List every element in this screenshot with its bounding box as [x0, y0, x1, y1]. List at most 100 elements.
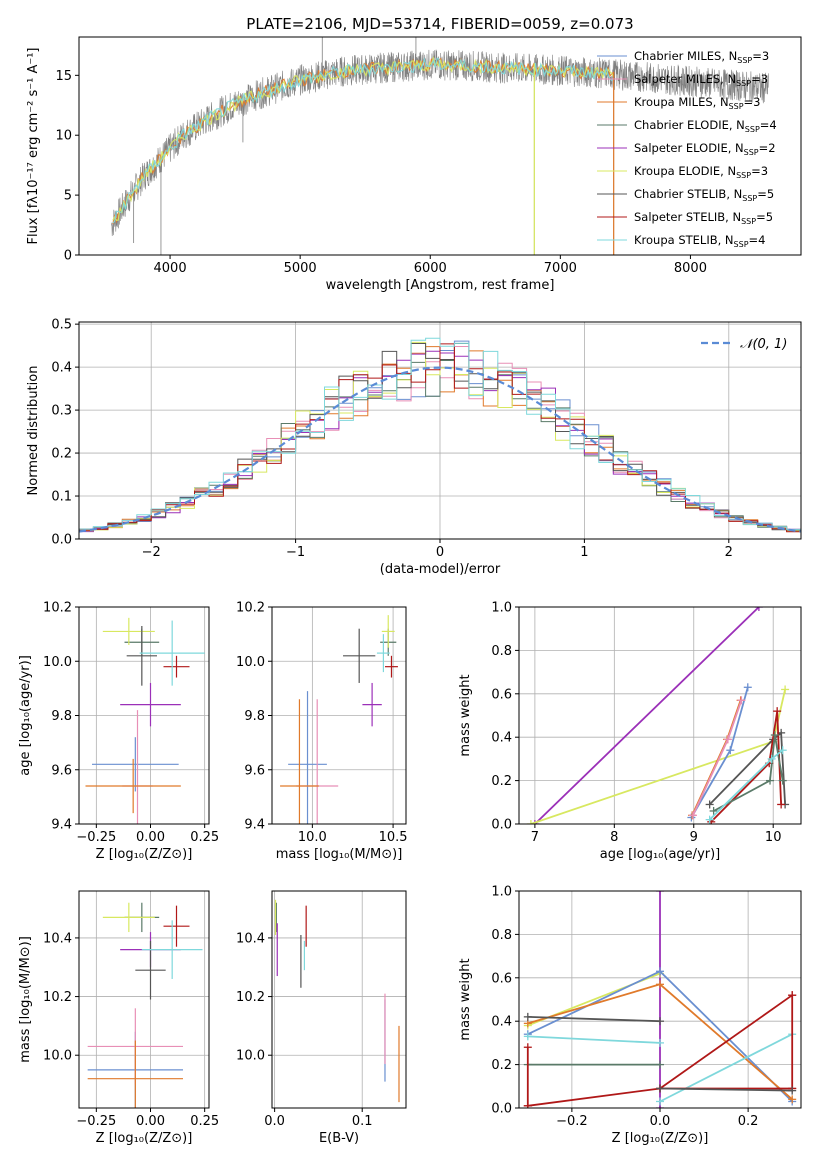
panel-residuals: −2 −1 0 1 2 0.0 0.1 0.2 0.3 0.4 0.5 (data-model)/er… [26, 318, 802, 577]
legend-label: Kroupa ELODIE, NSSP=3 [634, 164, 768, 180]
weight-marker-chabrier_stelib [788, 1086, 797, 1095]
spectrum-legend: Chabrier MILES, NSSP=3 Salpeter MILES, NS… [597, 49, 777, 249]
x-tick-label: 2 [725, 545, 733, 560]
y-tick-label: 0.4 [491, 1015, 512, 1030]
y-tick-label: 0.1 [51, 490, 72, 505]
x-axis-label: wavelength [Angstrom, rest frame] [326, 278, 555, 293]
plot-area [79, 337, 801, 534]
y-axis-label: mass weight [458, 958, 473, 1040]
histogram-kroupa_stelib [79, 337, 801, 534]
weight-marker-salpeter_elodie [530, 820, 539, 824]
x-tick-label: 7 [531, 830, 539, 845]
spectrum-data-line [111, 49, 769, 237]
weight-marker-kroupa_stelib [778, 746, 787, 755]
x-axis-label: (data-model)/error [380, 562, 501, 577]
y-tick-label: 1.0 [491, 885, 512, 900]
plot-area [280, 615, 398, 824]
x-tick-label: −0.25 [76, 830, 116, 845]
weight-marker-chabrier_elodie [766, 776, 775, 785]
weight-marker-chabrier_elodie [778, 776, 787, 785]
weight-marker-salpeter_elodie [656, 891, 664, 895]
x-tick-label: 8000 [674, 261, 707, 276]
x-axis-label: Z [log₁₀(Z/Z⊙)] [96, 1131, 193, 1146]
y-tick-label: 0.2 [491, 1058, 512, 1073]
weight-marker-salpeter_stelib [788, 991, 797, 1000]
plot-area [523, 891, 797, 1108]
panel-spectrum: 4000 5000 6000 7000 8000 0 5 10 15 wavelength [An… [26, 36, 802, 293]
y-tick-label: 10.0 [43, 655, 72, 670]
x-tick-label: 0.00 [136, 830, 165, 845]
x-tick-label: −2 [142, 545, 161, 560]
y-tick-label: 0.8 [491, 644, 512, 659]
weight-marker-salpeter_elodie [754, 607, 763, 611]
weight-marker-kroupa_stelib [705, 815, 714, 824]
plot-area [87, 902, 203, 1108]
y-tick-label: 10 [55, 129, 72, 144]
weight-marker-chabrier_elodie [656, 1060, 664, 1069]
legend-label: Chabrier STELIB, NSSP=5 [634, 187, 774, 203]
weight-marker-salpeter_miles [723, 735, 732, 744]
y-tick-label: 0.6 [491, 687, 512, 702]
y-tick-label: 0 [64, 249, 72, 264]
axes-frame [518, 606, 802, 825]
axes-frame [78, 36, 802, 256]
plot-area [111, 37, 769, 255]
weight-marker-salpeter_stelib [523, 1043, 532, 1052]
y-tick-label: 9.8 [51, 709, 72, 724]
weight-marker-kroupa_stelib [767, 754, 776, 763]
y-tick-label: 9.8 [244, 709, 265, 724]
legend-label: Chabrier MILES, NSSP=3 [634, 49, 769, 65]
plot-area [274, 899, 400, 1103]
weight-marker-kroupa_stelib [523, 1032, 532, 1041]
x-axis-label: mass [log₁₀(M/M⊙)] [276, 847, 403, 862]
y-tick-label: 15 [55, 69, 72, 84]
y-tick-label: 10.4 [236, 931, 265, 946]
y-tick-label: 0.2 [51, 447, 72, 462]
legend-label: Salpeter MILES, NSSP=3 [634, 72, 768, 88]
weight-marker-chabrier_stelib [656, 1017, 664, 1026]
weight-marker-chabrier_elodie [770, 731, 779, 740]
x-tick-label: −1 [286, 545, 305, 560]
x-tick-label: 0.25 [190, 830, 219, 845]
weight-marker-kroupa_miles [656, 980, 664, 989]
y-axis-label: mass [log₁₀(M/M⊙)] [18, 936, 33, 1063]
y-tick-label: 5 [64, 189, 72, 204]
x-tick-label: 0.2 [738, 1114, 759, 1129]
weight-marker-chabrier_miles [656, 967, 664, 976]
y-tick-label: 0.2 [491, 774, 512, 789]
y-tick-label: 0.3 [51, 404, 72, 419]
plot-area [526, 607, 790, 824]
x-tick-label: 9 [690, 830, 698, 845]
weight-marker-salpeter_stelib [773, 707, 782, 716]
weight-marker-chabrier_elodie [709, 806, 718, 815]
weight-marker-chabrier_miles [743, 683, 752, 692]
gauss-curve [79, 366, 801, 533]
y-axis-label: Normed distribution [26, 366, 41, 496]
y-tick-label: 9.4 [51, 818, 72, 833]
weight-marker-chabrier_stelib [523, 1012, 532, 1021]
weight-line-chabrier_stelib [708, 731, 786, 806]
y-tick-label: 9.6 [244, 763, 265, 778]
legend-label: Chabrier ELODIE, NSSP=4 [634, 118, 777, 134]
x-tick-label: −0.2 [556, 1114, 588, 1129]
x-axis-label: Z [log₁₀(Z/Z⊙)] [612, 1131, 709, 1146]
weight-line-kroupa_stelib [527, 1035, 661, 1044]
y-tick-label: 0.0 [491, 1102, 512, 1117]
legend-label: Kroupa STELIB, NSSP=4 [634, 233, 765, 249]
x-tick-label: 10 [765, 830, 782, 845]
weight-line-salpeter_elodie [534, 607, 760, 824]
y-axis-label: Flux [fλ10⁻¹⁷ erg cm⁻² s⁻¹ A⁻¹] [26, 48, 41, 245]
panel-weight_vs_z: −0.2 0.0 0.2 0.0 0.2 0.4 0.6 0.8 1.0 Z [log₁₀(Z/Z… [458, 885, 802, 1146]
weight-marker-kroupa_miles [788, 1095, 797, 1104]
legend-label: 𝒩(0, 1) [740, 337, 787, 352]
axes-frame [271, 890, 407, 1109]
x-axis-label: E(B-V) [319, 1131, 359, 1146]
weight-marker-kroupa_elodie [526, 820, 535, 824]
panel-mass_vs_ebv: 0.0 0.1 10.0 10.2 10.4 E(B-V) [236, 890, 407, 1146]
plot-area [85, 617, 205, 824]
weight-marker-kroupa_elodie [781, 685, 790, 694]
x-tick-label: 0 [436, 545, 444, 560]
weight-marker-chabrier_stelib [656, 1084, 664, 1093]
y-tick-label: 0.6 [491, 971, 512, 986]
